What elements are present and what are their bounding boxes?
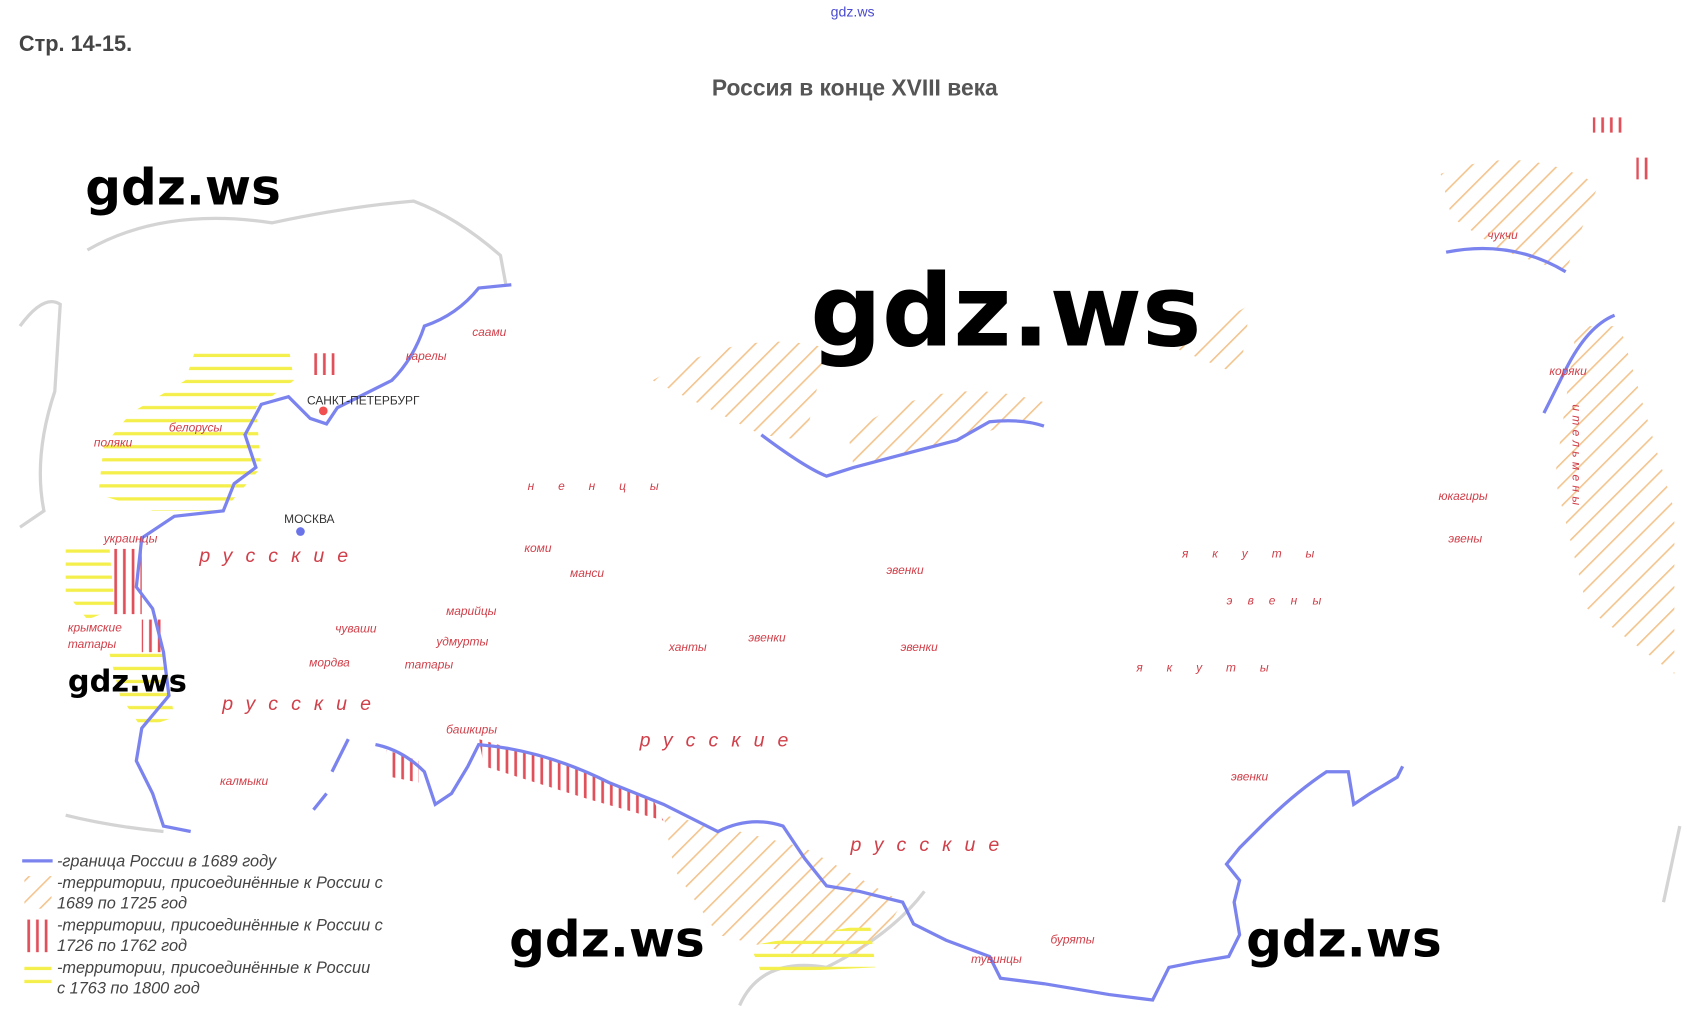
page-ref: Стр. 14-15. [19,31,132,56]
label-udmurty: удмурты [435,635,488,649]
moscow-marker [296,527,305,536]
label-yakuty: якуты [1135,661,1292,675]
label-bashkiry: башкиры [446,723,497,737]
label-nentsy: ненцы [528,479,683,493]
label-tatary: татары [68,637,117,651]
label-khanty: ханты [668,640,707,654]
label-itelmeny: ительмены [1570,404,1584,509]
label-karely: карелы [406,349,447,363]
label-mordva: мордва [309,655,350,669]
label-ukraintsy: украинцы [103,531,158,545]
label-evenki: эвенки [900,640,938,654]
label-evenki: эвенки [1231,769,1269,783]
label-kalmyki: калмыки [220,774,268,788]
label-eveny: эвены [1227,593,1337,607]
legend-1689-line2: 1689 по 1725 год [57,895,187,913]
label-russkie: русские [221,693,384,715]
watermark: gdz.ws [1246,911,1442,969]
legend: -граница России в 1689 году -территории,… [22,852,383,997]
territory-1726-1762 [109,117,1653,821]
watermark: gdz.ws [85,158,281,216]
label-mansi: манси [570,566,604,580]
ethnic-labels: саами карелы белорусы поляки украинцы ру… [68,228,1587,966]
label-mariytsy: марийцы [446,604,497,618]
legend-border: -граница России в 1689 году [57,852,277,870]
label-eveny: эвены [1448,531,1482,545]
label-evenki: эвенки [886,563,924,577]
coast-outline [18,199,1682,1007]
label-tuvintsy: тувинцы [971,952,1022,966]
watermark-top: gdz.ws [831,3,875,19]
label-saami: саами [472,325,506,339]
label-evenki: эвенки [748,630,786,644]
label-yukagiry: юкагиры [1439,489,1488,503]
watermark: gdz.ws [509,911,705,969]
label-russkie: русские [639,730,802,752]
label-koryaki: коряки [1549,364,1587,378]
label-komi: коми [524,541,551,555]
legend-1726-line2: 1726 по 1762 год [57,937,187,955]
map-title: Россия в конце XVIII века [712,75,998,101]
label-russkie: русские [849,834,1012,856]
label-russkie: русские [198,545,361,567]
border-1689 [134,246,1616,1002]
territory-1689-1725 [652,159,1675,957]
label-krymskie: крымские [68,621,122,635]
legend-1763-line2: с 1763 по 1800 год [57,979,200,997]
label-polyaki: поляки [94,436,133,450]
legend-1726-line1: -территории, присоединённые к России с [57,916,383,934]
label-yakuty: якуты [1181,547,1338,561]
label-tatary: татары [405,657,454,671]
city-spb: САНКТ-ПЕТЕРБУРГ [307,393,420,407]
legend-1763-line1: -территории, присоединённые к России [57,959,370,977]
legend-1689-line1: -территории, присоединённые к России с [57,874,383,892]
label-belorusy: белорусы [169,421,223,435]
spb-marker [318,406,328,416]
label-chukchi: чукчи [1487,228,1518,242]
watermark: gdz.ws [68,664,187,699]
label-buryaty: буряты [1050,932,1094,946]
label-chuvashi: чуваши [335,622,377,636]
watermark: gdz.ws [810,253,1201,370]
city-moscow: МОСКВА [284,512,334,526]
